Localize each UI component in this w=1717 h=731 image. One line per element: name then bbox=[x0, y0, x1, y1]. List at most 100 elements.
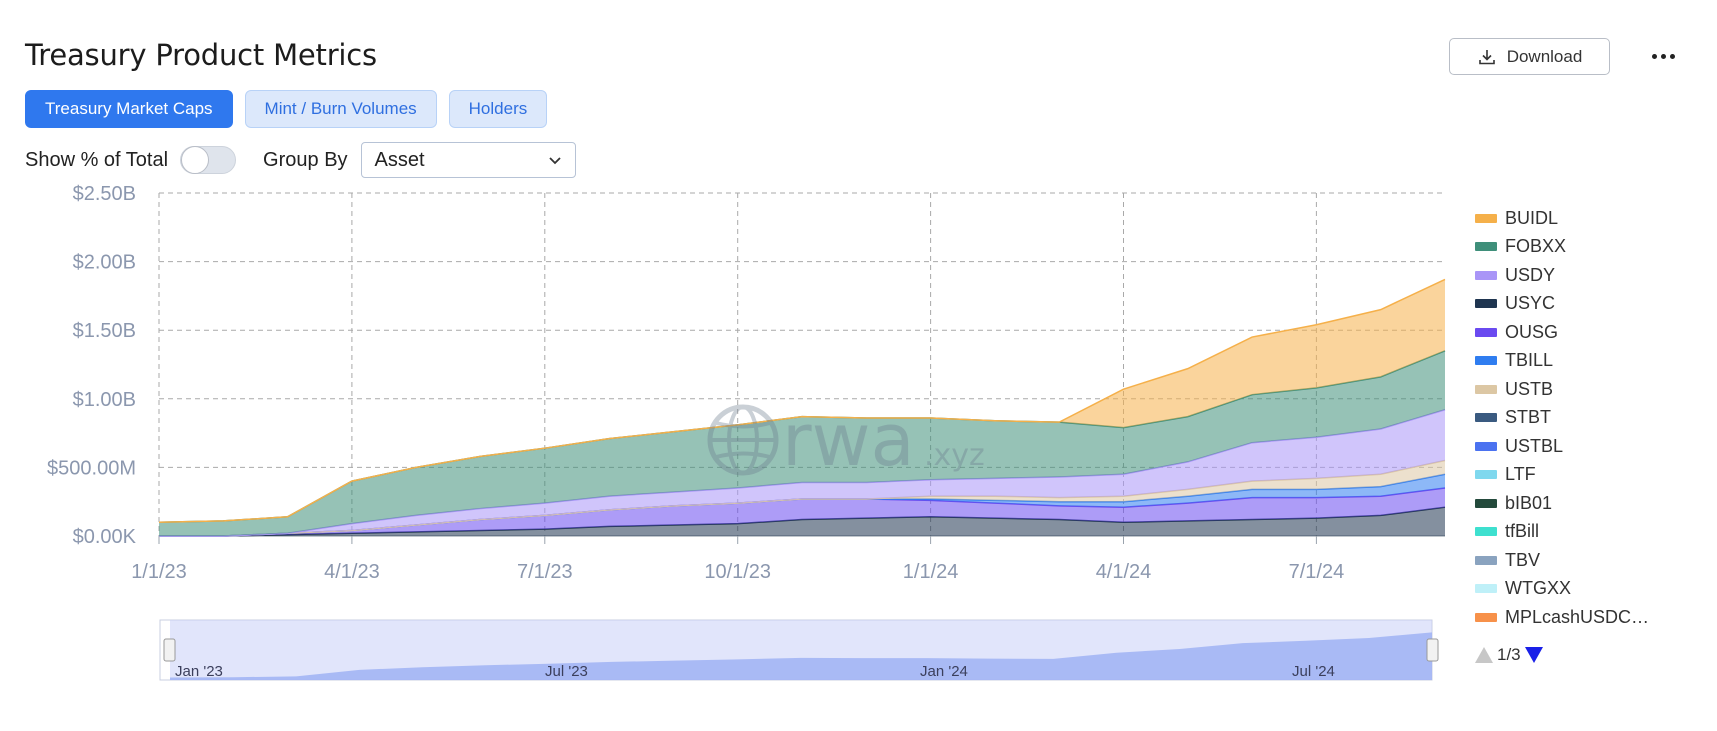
y-tick-label: $0.00K bbox=[73, 526, 137, 548]
watermark-suffix: .xyz bbox=[924, 438, 985, 473]
legend-label: TBILL bbox=[1505, 350, 1554, 371]
legend-item-mplcashusdc[interactable]: MPLcashUSDC… bbox=[1475, 603, 1649, 632]
legend-next-icon[interactable] bbox=[1524, 647, 1543, 663]
legend-item-tfbill[interactable]: tfBill bbox=[1475, 518, 1649, 547]
area-fobxx bbox=[159, 350, 1445, 536]
download-button[interactable]: Download bbox=[1449, 38, 1610, 75]
nav-label-jan23: Jan '23 bbox=[175, 663, 223, 680]
x-tick-label: 1/1/24 bbox=[903, 561, 959, 583]
legend-page: 1/3 bbox=[1497, 645, 1521, 664]
legend-item-fobxx[interactable]: FOBXX bbox=[1475, 233, 1649, 262]
legend-item-ltf[interactable]: LTF bbox=[1475, 461, 1649, 490]
y-axis-labels: $0.00K $500.00M $1.00B $1.50B $2.00B $2.50B bbox=[47, 183, 137, 548]
legend-item-ustb[interactable]: USTB bbox=[1475, 375, 1649, 404]
legend-item-stbt[interactable]: STBT bbox=[1475, 404, 1649, 433]
legend-swatch bbox=[1475, 470, 1497, 480]
legend-swatch bbox=[1475, 270, 1497, 280]
legend-swatch bbox=[1475, 612, 1497, 622]
navigator-left-handle bbox=[163, 638, 176, 662]
legend-item-ustbl[interactable]: USTBL bbox=[1475, 432, 1649, 461]
x-tick-label: 10/1/23 bbox=[704, 561, 771, 583]
watermark-text: rwa bbox=[782, 398, 915, 482]
legend-label: USTB bbox=[1505, 378, 1554, 399]
x-tick-label: 4/1/23 bbox=[324, 561, 380, 583]
legend-item-tbill[interactable]: TBILL bbox=[1475, 347, 1649, 376]
legend-label: MPLcashUSDC… bbox=[1505, 606, 1650, 627]
tab-treasury-market-caps[interactable]: Treasury Market Caps bbox=[25, 90, 233, 128]
show-percent-toggle[interactable] bbox=[180, 146, 237, 174]
legend-label: OUSG bbox=[1505, 321, 1559, 342]
legend-swatch bbox=[1475, 441, 1497, 451]
tab-holders[interactable]: Holders bbox=[448, 90, 548, 128]
legend-label: STBT bbox=[1505, 407, 1552, 428]
line-buidl bbox=[158, 278, 1446, 524]
legend-item-usdy[interactable]: USDY bbox=[1475, 261, 1649, 290]
legend-item-tbv[interactable]: TBV bbox=[1475, 546, 1649, 575]
y-tick-label: $500.00M bbox=[47, 457, 136, 479]
area-ousg bbox=[159, 487, 1445, 536]
legend-swatch bbox=[1475, 327, 1497, 337]
x-axis-labels: 1/1/23 4/1/23 7/1/23 10/1/23 1/1/24 4/1/24 7/1… bbox=[131, 536, 1344, 583]
y-tick-label: $1.50B bbox=[73, 320, 136, 342]
metric-tabs: Treasury Market Caps Mint / Burn Volumes… bbox=[25, 90, 548, 128]
chart-controls: Show % of Total Group By Asset bbox=[25, 142, 576, 178]
legend-swatch bbox=[1475, 242, 1497, 252]
range-navigator[interactable]: Jan '23 Jul '23 Jan '24 Jul '24 bbox=[159, 619, 1439, 681]
legend-swatch bbox=[1475, 527, 1497, 537]
x-tick-label: 4/1/24 bbox=[1096, 561, 1152, 583]
group-by-label: Group By bbox=[263, 148, 348, 171]
legend-item-ousg[interactable]: OUSG bbox=[1475, 318, 1649, 347]
y-tick-label: $2.50B bbox=[73, 183, 136, 205]
x-tick-label: 1/1/23 bbox=[131, 561, 187, 583]
legend-swatch bbox=[1475, 213, 1497, 223]
legend-label: WTGXX bbox=[1505, 578, 1571, 599]
legend-swatch bbox=[1475, 584, 1497, 594]
y-tick-label: $1.00B bbox=[73, 389, 136, 411]
download-label: Download bbox=[1506, 46, 1583, 66]
legend-pager: 1/3 bbox=[1475, 645, 1543, 665]
download-icon bbox=[1478, 49, 1495, 64]
legend-swatch bbox=[1475, 384, 1497, 394]
page-title: Treasury Product Metrics bbox=[25, 38, 377, 72]
legend-label: bIB01 bbox=[1505, 492, 1553, 513]
legend-item-wtgxx[interactable]: WTGXX bbox=[1475, 575, 1649, 604]
y-tick-label: $2.00B bbox=[73, 252, 136, 274]
legend-swatch bbox=[1475, 299, 1497, 309]
globe-icon bbox=[707, 404, 779, 476]
legend-label: USTBL bbox=[1505, 435, 1564, 456]
legend-swatch bbox=[1475, 555, 1497, 565]
x-tick-label: 7/1/23 bbox=[517, 561, 573, 583]
legend-item-usyc[interactable]: USYC bbox=[1475, 290, 1649, 319]
area-usdy bbox=[159, 409, 1445, 536]
legend-label: LTF bbox=[1505, 464, 1536, 485]
legend-item-bib01[interactable]: bIB01 bbox=[1475, 489, 1649, 518]
nav-label-jan24: Jan '24 bbox=[920, 663, 968, 680]
navigator-right-handle bbox=[1426, 638, 1439, 662]
legend-prev-icon[interactable] bbox=[1475, 647, 1493, 663]
area-usyc bbox=[159, 507, 1445, 536]
chart-legend: BUIDL FOBXX USDY USYC OUSG TBILL USTB STBT USTBL… bbox=[1475, 204, 1649, 632]
legend-label: USYC bbox=[1505, 293, 1556, 314]
legend-swatch bbox=[1475, 413, 1497, 423]
tab-mint-burn-volumes[interactable]: Mint / Burn Volumes bbox=[244, 90, 437, 128]
legend-label: FOBXX bbox=[1505, 236, 1567, 257]
x-tick-label: 7/1/24 bbox=[1289, 561, 1345, 583]
legend-label: USDY bbox=[1505, 264, 1556, 285]
nav-label-jul24: Jul '24 bbox=[1292, 663, 1335, 680]
more-options-icon[interactable] bbox=[1648, 44, 1678, 68]
area-buidl bbox=[159, 279, 1445, 523]
group-by-select[interactable]: Asset bbox=[360, 142, 576, 178]
legend-label: tfBill bbox=[1505, 521, 1540, 542]
rwa-watermark: rwa .xyz bbox=[707, 398, 985, 482]
legend-label: BUIDL bbox=[1505, 207, 1559, 228]
legend-label: TBV bbox=[1505, 549, 1541, 570]
legend-swatch bbox=[1475, 498, 1497, 508]
group-by-value: Asset bbox=[374, 148, 425, 171]
legend-swatch bbox=[1475, 356, 1497, 366]
legend-item-buidl[interactable]: BUIDL bbox=[1475, 204, 1649, 233]
nav-label-jul23: Jul '23 bbox=[545, 663, 588, 680]
chart-areas bbox=[158, 278, 1446, 537]
show-percent-label: Show % of Total bbox=[25, 148, 169, 171]
chevron-down-icon bbox=[548, 157, 561, 165]
